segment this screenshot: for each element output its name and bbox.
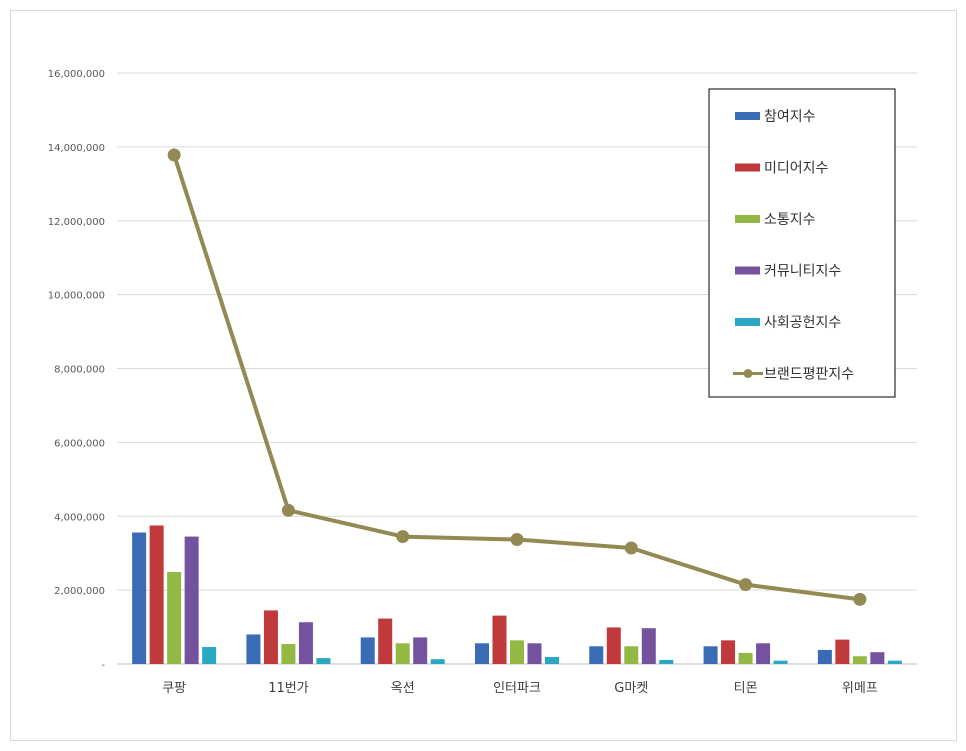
bar-1-5 xyxy=(589,646,604,664)
brand-index-point-6 xyxy=(739,578,753,592)
y-axis-tick-labels: - 2,000,000 4,000,000 6,000,000 8,000,000 10,… xyxy=(48,69,106,671)
bar-3-7 xyxy=(852,656,867,664)
legend-swatch-1 xyxy=(735,112,760,120)
x-category-label: 위메프 xyxy=(842,681,878,696)
bar-3-6 xyxy=(738,652,753,664)
x-category-label: 티몬 xyxy=(734,681,758,696)
legend-line-marker xyxy=(743,369,753,378)
bars xyxy=(132,525,902,664)
y-tick-label: - xyxy=(101,660,105,671)
bar-5-6 xyxy=(773,660,788,664)
y-tick-label: 4,000,000 xyxy=(54,512,105,523)
bar-4-7 xyxy=(870,652,885,664)
legend-label-2: 미디어지수 xyxy=(764,161,829,177)
brand-index-point-3 xyxy=(396,530,410,544)
x-category-label: 옥션 xyxy=(391,681,415,696)
x-category-label: 쿠팡 xyxy=(162,681,186,696)
legend-label-3: 소통지수 xyxy=(764,212,816,228)
bar-5-7 xyxy=(887,660,902,664)
legend-label-5: 사회공헌지수 xyxy=(764,315,841,331)
bar-1-1 xyxy=(132,532,147,664)
legend-swatch-2 xyxy=(735,163,760,172)
legend-label-4: 커뮤니티지수 xyxy=(764,264,841,280)
bar-4-2 xyxy=(298,622,313,664)
bar-2-3 xyxy=(378,618,393,664)
bar-2-2 xyxy=(263,610,278,664)
legend-label-1: 참여지수 xyxy=(764,109,816,125)
x-axis-category-labels: 쿠팡 11번가 옥션 인터파크 G마켓 티몬 위메프 xyxy=(162,681,878,696)
bar-4-3 xyxy=(413,637,428,664)
y-tick-label: 16,000,000 xyxy=(48,69,105,80)
bar-1-6 xyxy=(703,646,718,664)
bar-3-4 xyxy=(510,640,524,664)
brand-index-line xyxy=(167,148,867,606)
legend-box xyxy=(708,88,896,398)
y-tick-label: 14,000,000 xyxy=(48,143,105,154)
brand-index-point-5 xyxy=(624,541,638,555)
bar-2-6 xyxy=(721,640,736,664)
bar-2-7 xyxy=(835,639,850,664)
bar-4-4 xyxy=(527,643,542,664)
bar-3-1 xyxy=(167,572,182,664)
x-category-label: 11번가 xyxy=(268,681,309,696)
brand-index-point-4 xyxy=(510,533,524,547)
bar-4-5 xyxy=(641,628,656,664)
y-tick-label: 10,000,000 xyxy=(48,291,105,302)
bar-5-4 xyxy=(545,656,559,664)
bar-1-3 xyxy=(360,637,375,664)
bar-5-3 xyxy=(430,659,445,664)
legend-swatch-3 xyxy=(735,215,760,223)
legend-swatch-5 xyxy=(735,318,760,326)
x-category-label: G마켓 xyxy=(614,681,648,696)
bar-5-2 xyxy=(316,658,331,664)
bar-2-1 xyxy=(149,525,164,664)
bar-3-2 xyxy=(281,644,296,664)
x-category-label: 인터파크 xyxy=(493,681,541,696)
bar-4-1 xyxy=(184,536,199,664)
bar-3-5 xyxy=(624,646,639,664)
bar-3-3 xyxy=(395,643,410,664)
y-tick-label: 8,000,000 xyxy=(54,365,105,376)
brand-index-point-2 xyxy=(281,503,295,517)
bar-2-4 xyxy=(492,615,507,664)
bar-5-1 xyxy=(202,647,217,664)
bar-1-7 xyxy=(817,649,832,664)
y-tick-label: 2,000,000 xyxy=(54,586,105,597)
y-tick-label: 6,000,000 xyxy=(54,438,105,449)
bar-1-2 xyxy=(246,634,261,664)
bar-4-6 xyxy=(756,643,771,664)
bar-5-5 xyxy=(659,659,674,664)
legend-swatch-4 xyxy=(735,266,760,275)
legend-label-6: 브랜드평판지수 xyxy=(764,367,854,383)
bar-1-4 xyxy=(475,643,489,664)
brand-index-point-1 xyxy=(167,148,181,162)
brand-index-point-7 xyxy=(853,592,867,606)
y-tick-label: 12,000,000 xyxy=(48,217,105,228)
bar-2-5 xyxy=(606,627,621,664)
